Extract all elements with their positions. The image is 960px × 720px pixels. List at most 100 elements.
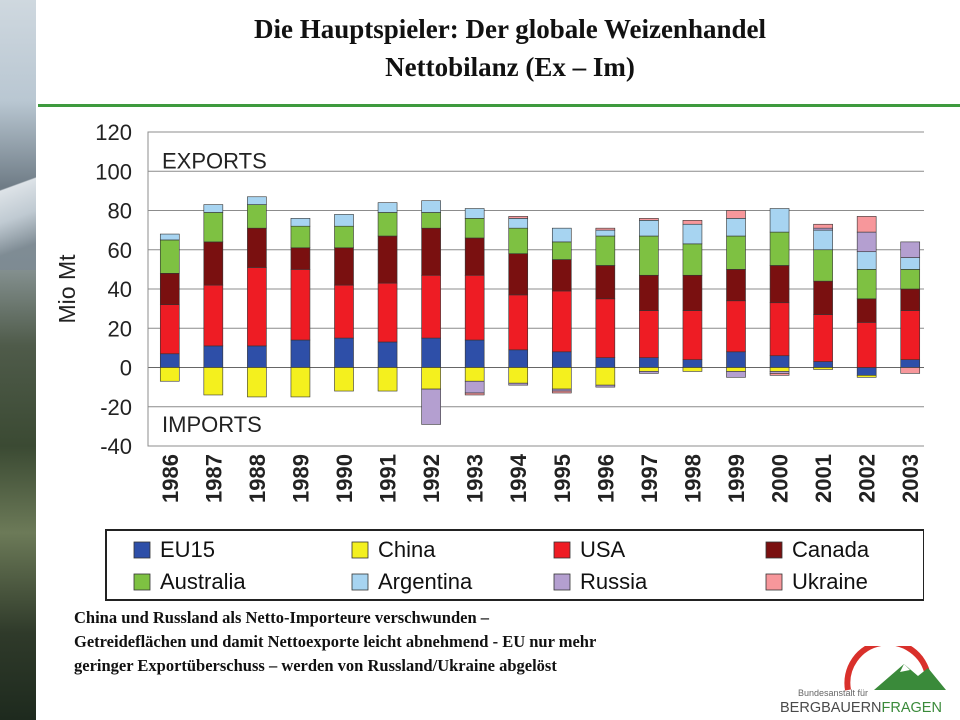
bar-australia-1992 bbox=[421, 212, 441, 229]
bar-australia-1996 bbox=[595, 235, 616, 266]
bar-china-1995 bbox=[551, 367, 572, 390]
title-line-2: Nettobilanz (Ex – Im) bbox=[385, 52, 635, 82]
x-tick-label: 1995 bbox=[550, 454, 575, 503]
bar-canada-1987 bbox=[203, 241, 224, 286]
wheat-trade-chart: -40 -20 0 20 40 60 80 100 120 Mio Mt EXPORTS IMPORT… bbox=[54, 120, 924, 601]
bar-usa-2002 bbox=[856, 322, 877, 368]
y-tick-label: 80 bbox=[108, 199, 132, 224]
caption-line-2: Getreideflächen und damit Nettoexporte l… bbox=[74, 632, 597, 651]
bar-usa-1995 bbox=[551, 290, 572, 353]
logo-wordmark: BERGBAUERNFRAGEN bbox=[780, 700, 942, 716]
y-axis-label: Mio Mt bbox=[54, 254, 80, 324]
legend-label-usa: USA bbox=[580, 537, 626, 562]
x-tick-label: 1991 bbox=[376, 454, 401, 503]
x-tick-label: 1993 bbox=[463, 454, 488, 503]
x-tick-label: 1989 bbox=[288, 454, 313, 503]
bar-usa-1989 bbox=[290, 269, 311, 341]
x-tick-label: 1998 bbox=[680, 454, 705, 503]
bar-ukraine-2003 bbox=[900, 367, 921, 374]
bar-china-1996 bbox=[595, 367, 616, 386]
bar-ukraine-1997 bbox=[639, 218, 659, 221]
bar-eu15-1986 bbox=[159, 353, 180, 368]
bar-usa-1991 bbox=[377, 282, 398, 343]
legend-label-ukraine: Ukraine bbox=[792, 569, 868, 594]
bar-ukraine-1998 bbox=[682, 220, 703, 225]
bar-canada-2002 bbox=[856, 298, 877, 323]
bar-canada-1991 bbox=[377, 235, 398, 284]
x-tick-label: 1992 bbox=[419, 454, 444, 503]
bar-australia-1987 bbox=[203, 212, 224, 243]
bar-eu15-2002 bbox=[856, 367, 877, 376]
bar-argentina-1995 bbox=[551, 227, 572, 243]
bar-eu15-1993 bbox=[464, 339, 485, 368]
bar-canada-1994 bbox=[508, 253, 529, 296]
bar-argentina-1992 bbox=[421, 200, 441, 213]
bar-usa-1994 bbox=[508, 294, 529, 351]
legend-swatch-ukraine bbox=[765, 573, 783, 591]
y-tick-label: 20 bbox=[108, 316, 132, 341]
legend-swatch-canada bbox=[765, 541, 783, 559]
bar-china-1986 bbox=[159, 367, 180, 382]
bar-ukraine-1993 bbox=[464, 392, 485, 396]
bar-argentina-1999 bbox=[726, 218, 746, 237]
legend-box bbox=[105, 529, 924, 601]
bar-eu15-2001 bbox=[813, 361, 833, 368]
y-tick-label: 100 bbox=[95, 159, 132, 184]
bergbauernfragen-logo: Bundesanstalt für BERGBAUERNFRAGEN bbox=[778, 646, 948, 716]
bar-eu15-1988 bbox=[247, 345, 267, 368]
bar-australia-2002 bbox=[856, 269, 877, 300]
logo-word-1: BERGBAUERN bbox=[780, 700, 882, 716]
legend-swatch-russia bbox=[553, 573, 571, 591]
bar-china-2001 bbox=[813, 367, 833, 370]
bar-canada-1992 bbox=[421, 227, 441, 276]
bar-russia-1997 bbox=[639, 371, 659, 374]
bar-argentina-1994 bbox=[508, 218, 529, 229]
bar-china-1991 bbox=[377, 367, 398, 392]
bar-argentina-1997 bbox=[639, 220, 659, 237]
bar-eu15-1999 bbox=[726, 351, 746, 368]
bar-russia-1992 bbox=[421, 388, 441, 425]
legend-swatch-eu15 bbox=[133, 541, 151, 559]
legend-swatch-australia bbox=[133, 573, 151, 591]
bar-australia-2003 bbox=[900, 269, 921, 290]
bar-australia-2001 bbox=[813, 249, 833, 282]
bar-canada-1988 bbox=[247, 227, 267, 268]
y-tick-label: 0 bbox=[120, 356, 132, 381]
bar-canada-2001 bbox=[813, 280, 833, 315]
bar-australia-1990 bbox=[334, 225, 354, 249]
bar-russia-2003 bbox=[900, 241, 921, 258]
bar-australia-2000 bbox=[769, 231, 790, 266]
legend-label-australia: Australia bbox=[160, 569, 246, 594]
mountain-peak-image bbox=[0, 150, 36, 270]
x-tick-label: 1990 bbox=[332, 454, 357, 503]
bar-eu15-1994 bbox=[508, 349, 529, 368]
bar-canada-1997 bbox=[639, 274, 659, 311]
x-tick-label: 2003 bbox=[898, 454, 923, 503]
bar-russia-1994 bbox=[508, 382, 529, 386]
y-tick-label: -40 bbox=[100, 434, 132, 459]
bar-eu15-1992 bbox=[421, 337, 441, 368]
bar-canada-1986 bbox=[159, 273, 180, 306]
bar-china-1998 bbox=[682, 367, 703, 372]
legend-swatch-china bbox=[351, 541, 369, 559]
bar-china-1994 bbox=[508, 367, 529, 384]
bar-usa-1987 bbox=[203, 284, 224, 347]
title-underline bbox=[38, 104, 960, 107]
bar-argentina-1991 bbox=[377, 202, 398, 213]
bar-canada-1998 bbox=[682, 274, 703, 311]
bar-eu15-2000 bbox=[769, 355, 790, 368]
bar-china-2002 bbox=[856, 375, 877, 378]
bar-australia-1997 bbox=[639, 235, 659, 276]
bar-australia-1989 bbox=[290, 225, 311, 249]
bar-australia-1994 bbox=[508, 227, 529, 254]
slide-title: Die Hauptspieler: Der globale Weizenhand… bbox=[60, 10, 960, 86]
y-tick-label: 60 bbox=[108, 238, 132, 263]
bar-ukraine-2002 bbox=[856, 216, 877, 233]
bar-ukraine-1995 bbox=[551, 390, 572, 394]
legend-label-china: China bbox=[378, 537, 436, 562]
bar-usa-1999 bbox=[726, 300, 746, 353]
bar-china-1990 bbox=[334, 367, 354, 392]
bar-canada-1996 bbox=[595, 265, 616, 300]
bar-ukraine-1994 bbox=[508, 216, 529, 219]
x-tick-label: 1994 bbox=[506, 453, 531, 503]
